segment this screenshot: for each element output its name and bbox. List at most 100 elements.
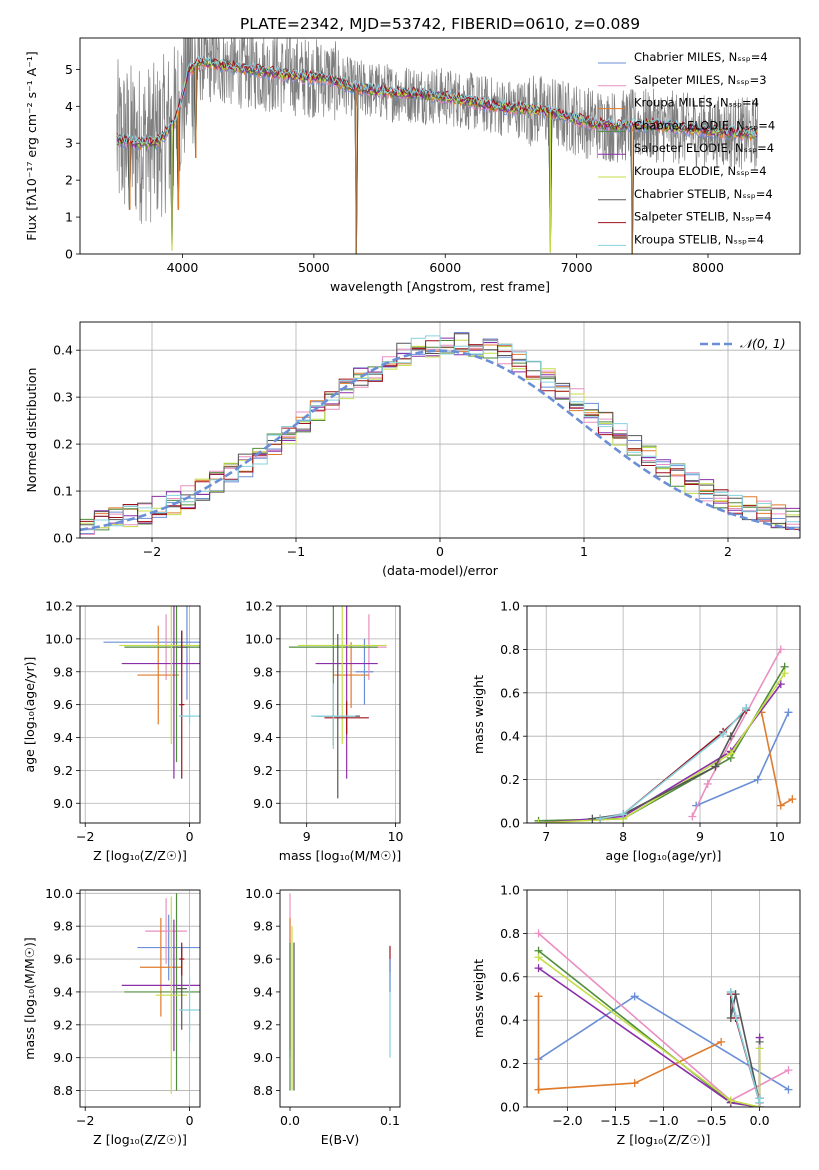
weight-marker [534, 929, 543, 938]
y-axis-label: Normed distribution [24, 368, 39, 493]
x-tick-label: 9 [303, 829, 311, 844]
y-tick-label: 10.0 [245, 631, 273, 646]
x-tick-label: 8000 [692, 260, 724, 275]
errorbar-point [179, 977, 200, 1043]
x-tick-label: 0 [186, 1113, 194, 1128]
errorbar-point [179, 630, 185, 779]
weight-marker [784, 1066, 793, 1075]
y-tick-label: 10.2 [45, 599, 73, 614]
weight-marker [726, 749, 735, 758]
y-tick-label: 9.4 [53, 730, 73, 745]
y-tick-label: 3 [65, 136, 73, 151]
mass-vs-EBV-plot-area [289, 893, 391, 1091]
weight-marker [534, 964, 543, 973]
x-axis-label: (data-model)/error [382, 563, 499, 578]
y-tick-label: 9.6 [53, 697, 73, 712]
weight-marker [731, 1011, 740, 1020]
y-tick-label: 0.6 [500, 969, 520, 984]
errorbar-point [315, 606, 378, 779]
y-tick-label: 9.8 [53, 919, 73, 934]
y-tick-label: 9.4 [253, 730, 273, 745]
errorbar-point [145, 898, 187, 964]
y-tick-label: 1.0 [500, 883, 520, 898]
mass-weight-vs-age-plot-area [527, 606, 800, 823]
y-tick-label: 9.2 [253, 763, 273, 778]
weight-marker [755, 1044, 764, 1053]
weight-marker [742, 703, 751, 712]
x-tick-label: −1.0 [648, 1113, 678, 1128]
y-tick-label: 0.3 [53, 390, 73, 405]
panel-mass-vs-Z: −2 0 8.8 9.0 9.2 9.4 9.6 9.8 10.0 Z [log₁₀(Z/Z☉)]… [22, 886, 201, 1147]
errorbar-point [179, 707, 200, 725]
y-tick-label: 9.4 [253, 984, 273, 999]
x-axis-label: Z [log₁₀(Z/Z☉)] [93, 1132, 187, 1147]
x-tick-label: −2 [76, 829, 94, 844]
y-tick-label: 0.2 [53, 437, 73, 452]
panel-residuals: −2 −1 0 1 2 0.0 0.1 0.2 0.3 0.4 (data-model)/error… [24, 321, 801, 578]
x-tick-label: 2 [724, 544, 732, 559]
y-tick-label: 9.0 [53, 796, 73, 811]
spectrum-frame [79, 37, 801, 255]
normal-curve [80, 349, 800, 532]
weight-marker [711, 762, 720, 771]
residual-legend: 𝒩(0, 1) [700, 336, 786, 351]
y-tick-label: 9.6 [53, 952, 73, 967]
y-tick-label: 9.0 [253, 796, 273, 811]
spectrum-legend: Chabrier MILES, Nₛₛₚ=4 Salpeter MILES, Nₛ… [598, 50, 775, 246]
age-vs-Z-frame [79, 605, 201, 824]
x-tick-label: −0.5 [696, 1113, 726, 1128]
legend-entry: Kroupa ELODIE, Nₛₛₚ=4 [634, 164, 767, 178]
y-tick-label: 9.2 [53, 763, 73, 778]
mass-vs-Z-frame [79, 889, 201, 1108]
residuals-frame [79, 321, 801, 539]
mass-vs-Z-plot-area [80, 890, 200, 1107]
x-tick-label: 10 [769, 829, 785, 844]
y-tick-label: 10.2 [245, 599, 273, 614]
weight-marker [755, 1033, 764, 1042]
panel-spectrum: 4000 5000 6000 7000 8000 0 1 2 3 4 5 wavelength [An… [24, 37, 801, 294]
y-tick-label: 0.6 [500, 685, 520, 700]
x-axis-label: wavelength [Angstrom, rest frame] [330, 279, 550, 294]
x-tick-label: 0.0 [750, 1113, 770, 1128]
mass-weight-vs-Z-plot-area [527, 890, 800, 1107]
panel-mass-weight-vs-Z: −2.0 −1.5 −1.0 −0.5 0.0 0.0 0.2 0.4 0.6 0.8 1.0 Z [… [471, 883, 801, 1147]
y-tick-label: 0.8 [500, 642, 520, 657]
y-axis-label: age [log₁₀(age/yr)] [22, 657, 37, 773]
residual-histogram-8 [80, 335, 800, 531]
weight-marker [630, 1079, 639, 1088]
x-axis-label: mass [log₁₀(M/M☉)] [279, 848, 401, 863]
model-spectrum-7 [116, 56, 758, 145]
y-tick-label: 0.1 [53, 484, 73, 499]
legend-entry: Salpeter STELIB, Nₛₛₚ=4 [634, 210, 772, 224]
y-tick-label: 0.0 [53, 531, 73, 546]
y-tick-label: 10.0 [45, 631, 73, 646]
errorbar-point [355, 638, 374, 705]
x-axis-label: Z [log₁₀(Z/Z☉)] [617, 1132, 711, 1147]
weight-marker [755, 1094, 764, 1103]
weight-marker [688, 812, 697, 821]
y-tick-label: 0.8 [500, 926, 520, 941]
legend-entry: Kroupa STELIB, Nₛₛₚ=4 [634, 232, 764, 246]
weight-marker [726, 1096, 735, 1105]
x-tick-label: 7 [542, 829, 550, 844]
weight-marker [588, 814, 597, 823]
weight-series-5 [538, 956, 761, 1107]
errorbar-point [311, 683, 356, 750]
y-axis-label: mass weight [471, 675, 486, 754]
errorbar-point [324, 701, 369, 735]
y-tick-label: 9.0 [53, 1050, 73, 1065]
errorbar-point [119, 606, 200, 745]
x-tick-label: 10 [388, 829, 404, 844]
weight-marker [534, 1085, 543, 1094]
y-tick-label: 9.8 [53, 664, 73, 679]
y-tick-label: 0.0 [500, 816, 520, 831]
x-tick-label: 7000 [561, 260, 593, 275]
weight-marker [753, 775, 762, 784]
legend-entry: Chabrier STELIB, Nₛₛₚ=4 [634, 187, 773, 201]
age-vs-Z-plot-area [80, 606, 200, 823]
mass-weight-vs-Z-frame [526, 889, 801, 1108]
weight-marker [703, 779, 712, 788]
y-axis-label: mass [log₁₀(M/M☉)] [22, 937, 37, 1059]
y-tick-label: 9.8 [253, 919, 273, 934]
y-axis-label: mass weight [471, 959, 486, 1038]
